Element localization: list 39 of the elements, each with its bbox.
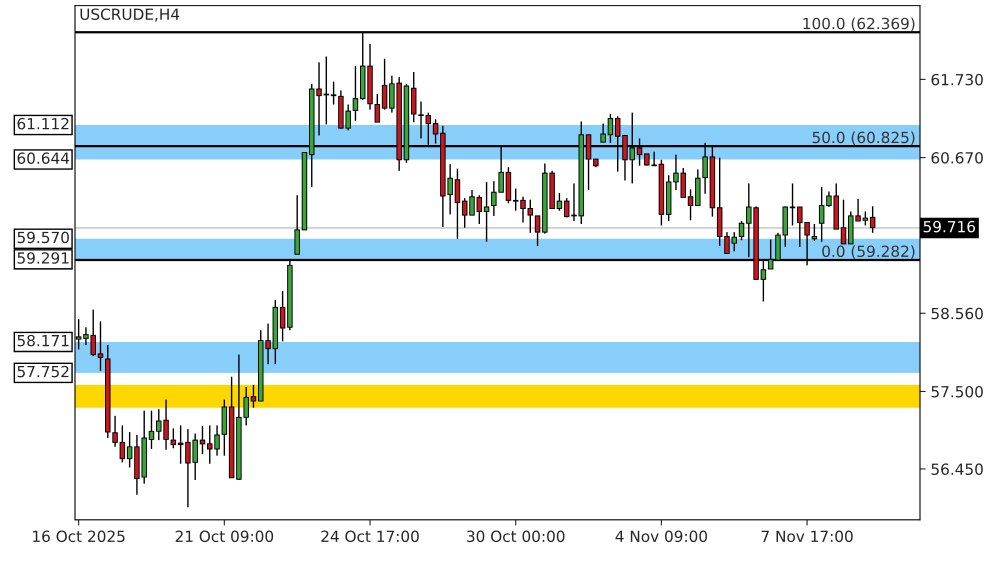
candlestick (156, 408, 162, 441)
candlestick (207, 424, 213, 464)
candlestick (469, 189, 475, 216)
y-tick-label: 57.500 (932, 386, 983, 398)
x-tick-label: 21 Oct 09:00 (176, 530, 274, 542)
ref-line-label: 59.716 (924, 220, 976, 232)
text: 57.752 (18, 366, 68, 378)
candlestick (870, 206, 876, 234)
x-tick-label: 30 Oct 00:00 (467, 530, 564, 542)
y-tick-label: 56.450 (932, 463, 983, 475)
candlestick (90, 308, 96, 357)
text: 60.644 (18, 152, 70, 164)
candlestick (462, 197, 468, 228)
candlestick (491, 180, 497, 217)
ref-line-label: 50.0 (60.825) (812, 131, 914, 146)
x-tick-label: 7 Nov 17:00 (762, 530, 853, 542)
candlestick (374, 93, 380, 123)
x-tick-label: 4 Nov 09:00 (616, 530, 708, 542)
candlestick (484, 181, 490, 242)
x-tick-label: 24 Oct 17:00 (321, 530, 419, 542)
y-tick-label: 60.670 (931, 152, 983, 164)
ref-line-label: 100.0 (62.369) (803, 17, 914, 32)
candlestick (476, 194, 482, 225)
ref-line-label: 0.0 (59.282) (822, 245, 914, 259)
candlestick (732, 231, 737, 252)
candlestick (520, 196, 526, 224)
x-tick-label: 16 Oct 2025 (33, 530, 125, 542)
text: 58.171 (18, 334, 69, 346)
candlestick (98, 320, 104, 372)
text: 61.112 (18, 118, 68, 130)
candlestick (812, 223, 818, 242)
candlestick (528, 198, 534, 234)
candlestick (330, 80, 336, 106)
y-tick-label: 61.730 (931, 74, 983, 86)
candlestick (512, 188, 518, 212)
y-tick-label: 58.560 (932, 308, 983, 320)
chart-title: USCRUDE,H4 (80, 8, 180, 22)
text: 59.570 (18, 232, 69, 244)
text: 59.291 (18, 252, 69, 264)
